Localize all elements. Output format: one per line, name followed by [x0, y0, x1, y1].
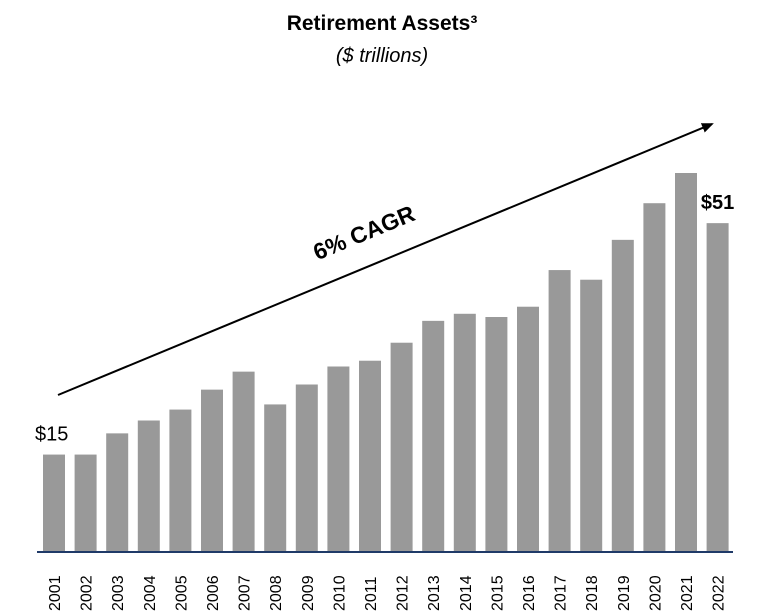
x-tick-label: 2012 [395, 575, 412, 611]
x-tick-label: 2006 [205, 575, 222, 611]
bar [43, 454, 65, 551]
x-tick-label: 2017 [553, 575, 570, 611]
bar [706, 223, 729, 551]
bar [611, 239, 634, 551]
bar [169, 409, 192, 551]
bar [517, 306, 539, 551]
x-tick-label: 2004 [142, 575, 159, 611]
bar [295, 384, 318, 551]
x-tick-label: 2003 [110, 575, 127, 611]
x-tick-label: 2002 [79, 575, 96, 611]
bar [359, 360, 381, 551]
x-tick-label: 2015 [489, 575, 506, 611]
chart-subtitle: ($ trillions) [336, 45, 428, 67]
x-tick-label: 2008 [268, 575, 285, 611]
x-tick-label: 2007 [237, 575, 254, 611]
bar [580, 279, 603, 551]
bar [232, 371, 255, 551]
x-tick-label: 2011 [363, 576, 380, 611]
bar [675, 173, 697, 551]
x-tick-label: 2022 [711, 575, 728, 611]
value-label: $15 [35, 424, 68, 446]
bar [548, 270, 571, 551]
x-tick-label: 2019 [616, 575, 633, 611]
trend-arrow [57, 123, 714, 396]
x-tick-label: 2009 [300, 575, 317, 611]
x-tick-label: 2021 [679, 575, 696, 611]
bar [201, 389, 223, 551]
x-tick-label: 2010 [331, 575, 348, 611]
bar [74, 454, 97, 551]
x-tick-label: 2020 [647, 575, 664, 611]
x-tick-label: 2014 [458, 575, 475, 611]
bar [264, 404, 287, 551]
bar [453, 313, 476, 551]
x-tick-label: 2018 [584, 575, 601, 611]
bar [643, 203, 666, 551]
value-label: $51 [701, 192, 734, 214]
chart-title: Retirement Assets³ [287, 12, 478, 35]
bar [106, 433, 129, 551]
x-tick-label: 2016 [521, 575, 538, 611]
bar [327, 366, 350, 551]
x-tick-label: 2005 [173, 575, 190, 611]
bar [137, 420, 160, 551]
bar [422, 320, 445, 551]
bar [485, 317, 508, 551]
bar [390, 342, 413, 551]
annotation: 6% CAGR [309, 200, 418, 265]
x-tick-label: 2013 [426, 575, 443, 611]
x-tick-label: 2001 [47, 575, 64, 611]
